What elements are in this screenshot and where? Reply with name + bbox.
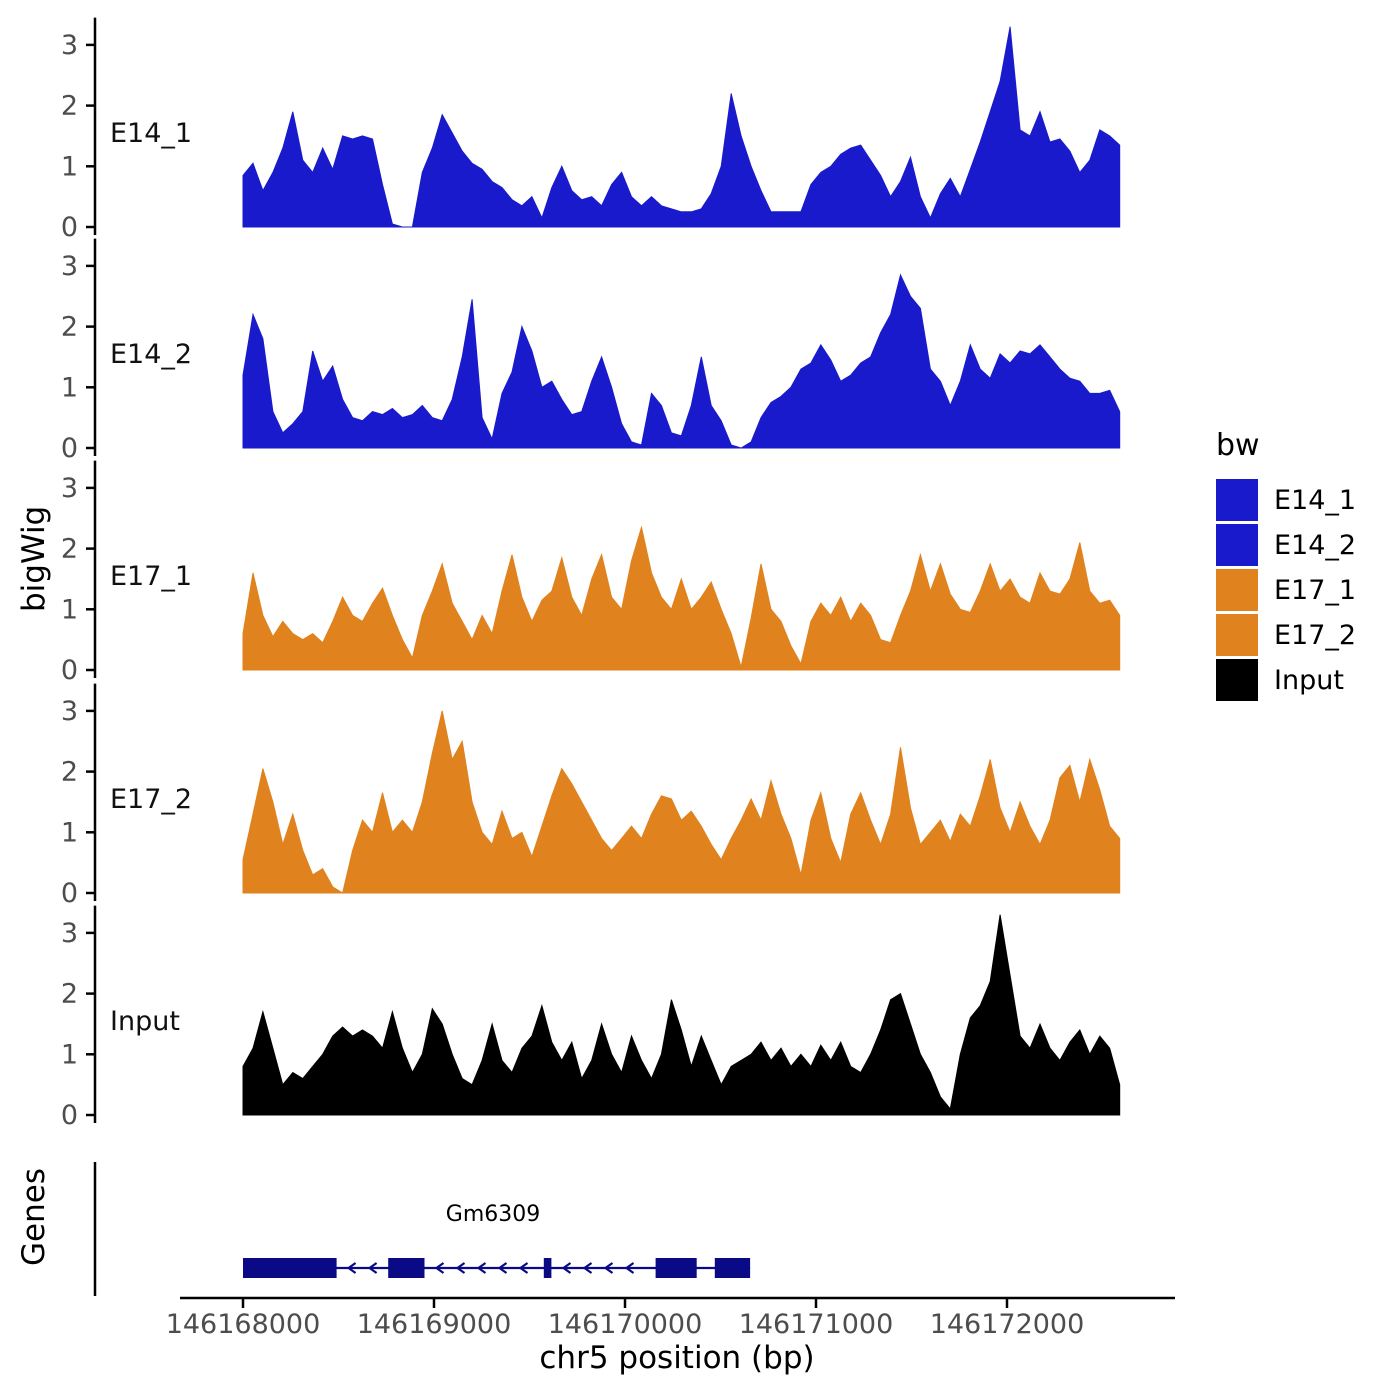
legend-item-E17_1: E17_1 [1216,569,1356,611]
x-tick-label-146168000: 146168000 [166,1309,321,1340]
legend-swatch-E17_2 [1216,614,1258,656]
track-label-E14_2: E14_2 [110,339,192,370]
y-tick-label-E17_2-1: 1 [61,817,78,848]
y-tick-label-E17_1-1: 1 [61,594,78,625]
gene-exon-2 [388,1258,425,1278]
x-tick-label-146172000: 146172000 [930,1309,1085,1340]
coverage-area-Input [242,914,1121,1116]
legend-item-label: E17_2 [1274,619,1357,651]
y-tick-label-E14_2-1: 1 [61,372,78,403]
gene-strand-arrow-icon [603,1262,614,1274]
gene-strand-arrow-icon [497,1262,508,1274]
gene-strand-arrow-icon [561,1262,572,1274]
legend-item-Input: Input [1216,659,1356,701]
legend-swatch-E17_1 [1216,569,1258,611]
legend-items: E14_1 E14_2 E17_1 E17_2 Input [1216,479,1356,701]
gene-strand-arrow-icon [346,1262,357,1274]
legend-item-E17_2: E17_2 [1216,614,1356,656]
legend-swatch-E14_2 [1216,524,1258,566]
y-tick-label-Input-1: 1 [61,1039,78,1070]
gene-strand-arrow-icon [518,1262,529,1274]
y-tick-label-E17_2-3: 3 [61,696,78,727]
gene-strand-arrow-icon [434,1262,445,1274]
legend-item-E14_2: E14_2 [1216,524,1356,566]
legend-title: bw [1216,428,1260,463]
legend-swatch-Input [1216,659,1258,701]
coverage-area-E14_2 [242,273,1121,449]
y-tick-label-E14_2-3: 3 [61,251,78,282]
x-tick-label-146169000: 146169000 [357,1309,512,1340]
legend-item-label: E14_1 [1274,484,1357,516]
y-tick-label-Input-0: 0 [61,1100,78,1131]
y-tick-label-E17_1-0: 0 [61,655,78,686]
y-tick-label-Input-2: 2 [61,979,78,1010]
y-tick-label-E14_1-3: 3 [61,30,78,61]
y-tick-label-Input-3: 3 [61,918,78,949]
x-axis-title: chr5 position (bp) [539,1340,815,1376]
y-tick-label-E14_2-0: 0 [61,433,78,464]
gene-exon-5 [714,1258,751,1278]
y-tick-label-E17_1-3: 3 [61,473,78,504]
gene-strand-arrow-icon [367,1262,378,1274]
y-tick-label-E14_1-1: 1 [61,151,78,182]
gene-strand-arrow-icon [624,1262,635,1274]
track-label-E17_2: E17_2 [110,784,192,815]
gene-strand-arrow-icon [455,1262,466,1274]
gene-exon-4 [655,1258,697,1278]
x-tick-label-146171000: 146171000 [739,1309,894,1340]
coverage-area-E17_2 [242,710,1121,894]
y-tick-label-E14_2-2: 2 [61,312,78,343]
track-label-E14_1: E14_1 [110,118,192,149]
y-tick-label-E14_1-0: 0 [61,212,78,243]
gene-name-label: Gm6309 [445,1202,541,1227]
y-axis-title: bigWig [16,505,52,612]
track-label-Input: Input [110,1006,180,1037]
legend-item-label: E14_2 [1274,529,1357,561]
legend-item-label: E17_1 [1274,574,1357,606]
genes-axis-title: Genes [16,1168,52,1266]
track-label-E17_1: E17_1 [110,561,192,592]
gene-strand-arrow-icon [476,1262,487,1274]
x-tick-label-146170000: 146170000 [548,1309,703,1340]
y-tick-label-E17_2-0: 0 [61,878,78,909]
legend-swatch-E14_1 [1216,479,1258,521]
gene-strand-arrow-icon [582,1262,593,1274]
coverage-area-E17_1 [242,525,1121,671]
gene-exon-1 [243,1258,337,1278]
coverage-area-E14_1 [242,26,1121,228]
y-tick-label-E14_1-2: 2 [61,91,78,122]
y-tick-label-E17_1-2: 2 [61,534,78,565]
gene-exon-3 [543,1258,552,1278]
y-tick-label-E17_2-2: 2 [61,757,78,788]
legend-item-E14_1: E14_1 [1216,479,1356,521]
legend-item-label: Input [1274,664,1344,696]
legend: bw E14_1 E14_2 E17_1 E17_2 Input [1216,428,1356,701]
